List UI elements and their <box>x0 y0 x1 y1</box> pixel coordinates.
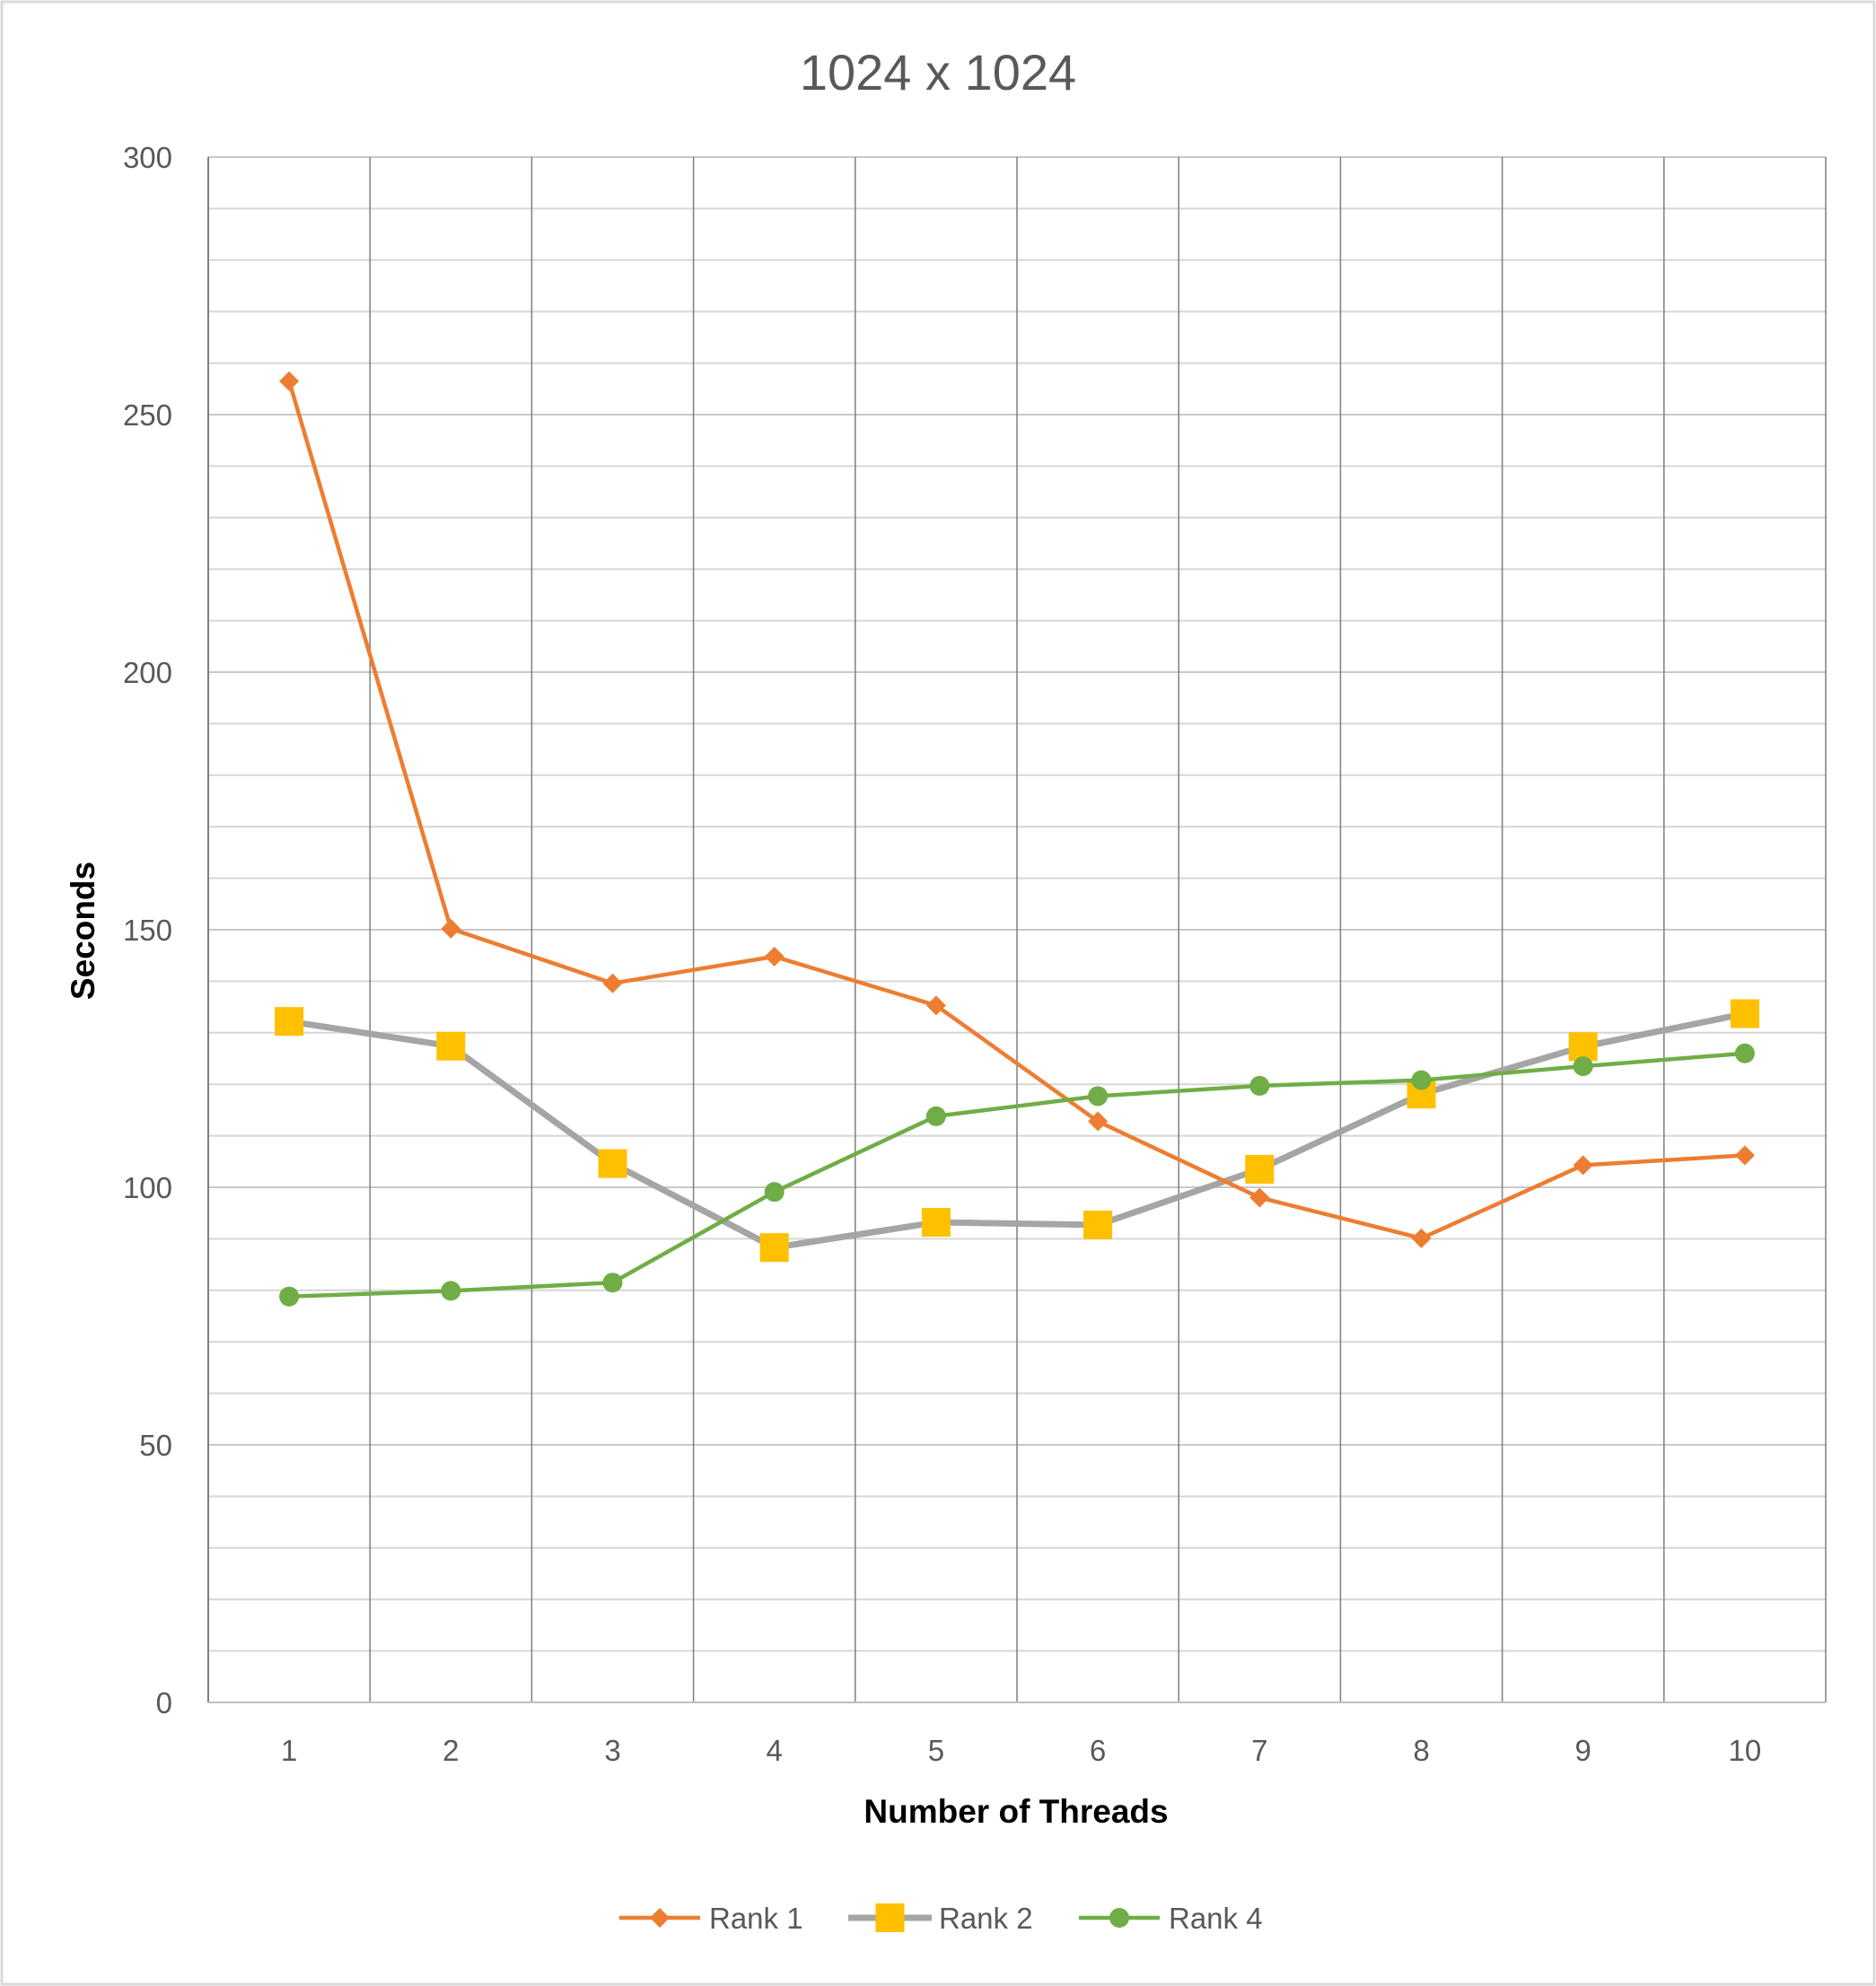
chart-title: 1024 x 1024 <box>800 44 1076 101</box>
data-point-rank-4 <box>764 1182 785 1203</box>
data-point-rank-4 <box>1411 1070 1432 1090</box>
series-layer <box>275 371 1759 1307</box>
y-tick-label: 0 <box>156 1686 172 1719</box>
data-point-rank-2 <box>1083 1210 1113 1239</box>
legend-item-rank-4: Rank 4 <box>1079 1902 1263 1935</box>
data-point-rank-1 <box>441 918 461 939</box>
data-point-rank-2 <box>759 1233 789 1263</box>
x-tick-label: 8 <box>1413 1734 1429 1767</box>
x-tick-label: 4 <box>767 1734 783 1767</box>
data-point-rank-1 <box>764 946 785 967</box>
data-point-rank-2 <box>598 1149 627 1178</box>
x-tick-label: 6 <box>1090 1734 1106 1767</box>
y-tick-label: 50 <box>139 1429 172 1462</box>
tick-labels: 0 50 100 150 200 250 300 1 2 3 4 5 6 7 8 9 10 <box>123 141 1761 1767</box>
x-axis-title: Number of Threads <box>863 1793 1168 1830</box>
data-point-rank-2 <box>1730 999 1759 1028</box>
legend-marker <box>1109 1908 1129 1928</box>
y-axis-title: Seconds <box>65 862 101 1000</box>
x-tick-label: 7 <box>1251 1734 1267 1767</box>
x-tick-label: 2 <box>443 1734 459 1767</box>
data-point-rank-1 <box>602 973 623 993</box>
data-point-rank-4 <box>1734 1043 1755 1063</box>
legend-label: Rank 2 <box>939 1902 1033 1935</box>
x-tick-label: 3 <box>604 1734 620 1767</box>
data-point-rank-2 <box>275 1007 304 1037</box>
data-point-rank-4 <box>602 1273 623 1293</box>
data-point-rank-2 <box>921 1208 951 1238</box>
data-point-rank-4 <box>1249 1075 1270 1096</box>
data-point-rank-2 <box>1568 1032 1598 1062</box>
legend-item-rank-1: Rank 1 <box>619 1902 803 1935</box>
series-line-rank-1 <box>286 381 1746 1241</box>
legend-marker <box>875 1903 905 1932</box>
x-tick-label: 10 <box>1729 1734 1762 1767</box>
data-point-rank-1 <box>1573 1155 1593 1176</box>
y-tick-label: 150 <box>123 914 172 947</box>
series-line-rank-2 <box>288 1010 1746 1251</box>
x-tick-label: 9 <box>1575 1734 1591 1767</box>
y-tick-label: 300 <box>123 141 172 174</box>
legend: Rank 1 Rank 2 Rank 4 <box>619 1902 1263 1935</box>
legend-item-rank-2: Rank 2 <box>848 1902 1033 1935</box>
data-point-rank-1 <box>279 371 300 391</box>
x-tick-label: 1 <box>281 1734 297 1767</box>
series-rank-2 <box>275 999 1759 1263</box>
data-point-rank-4 <box>279 1286 300 1307</box>
y-tick-label: 100 <box>123 1171 172 1204</box>
series-rank-4 <box>279 1043 1755 1307</box>
data-point-rank-4 <box>441 1281 461 1301</box>
axes <box>207 157 1826 1703</box>
data-point-rank-1 <box>1088 1111 1109 1132</box>
legend-marker <box>650 1908 670 1928</box>
data-point-rank-1 <box>1734 1145 1755 1166</box>
x-tick-label: 5 <box>928 1734 944 1767</box>
series-rank-1 <box>279 371 1755 1248</box>
gridlines <box>208 156 1827 1702</box>
y-tick-label: 200 <box>123 656 172 689</box>
legend-label: Rank 1 <box>709 1902 803 1935</box>
legend-label: Rank 4 <box>1169 1902 1263 1935</box>
y-tick-label: 250 <box>123 398 172 432</box>
data-point-rank-4 <box>1573 1056 1593 1077</box>
series-line-rank-4 <box>289 1051 1746 1299</box>
data-point-rank-1 <box>1249 1187 1270 1208</box>
data-point-rank-4 <box>925 1106 946 1126</box>
data-point-rank-2 <box>436 1031 466 1061</box>
data-point-rank-2 <box>1245 1154 1275 1184</box>
data-point-rank-1 <box>925 995 946 1016</box>
data-point-rank-4 <box>1088 1086 1109 1107</box>
data-point-rank-1 <box>1411 1228 1432 1248</box>
